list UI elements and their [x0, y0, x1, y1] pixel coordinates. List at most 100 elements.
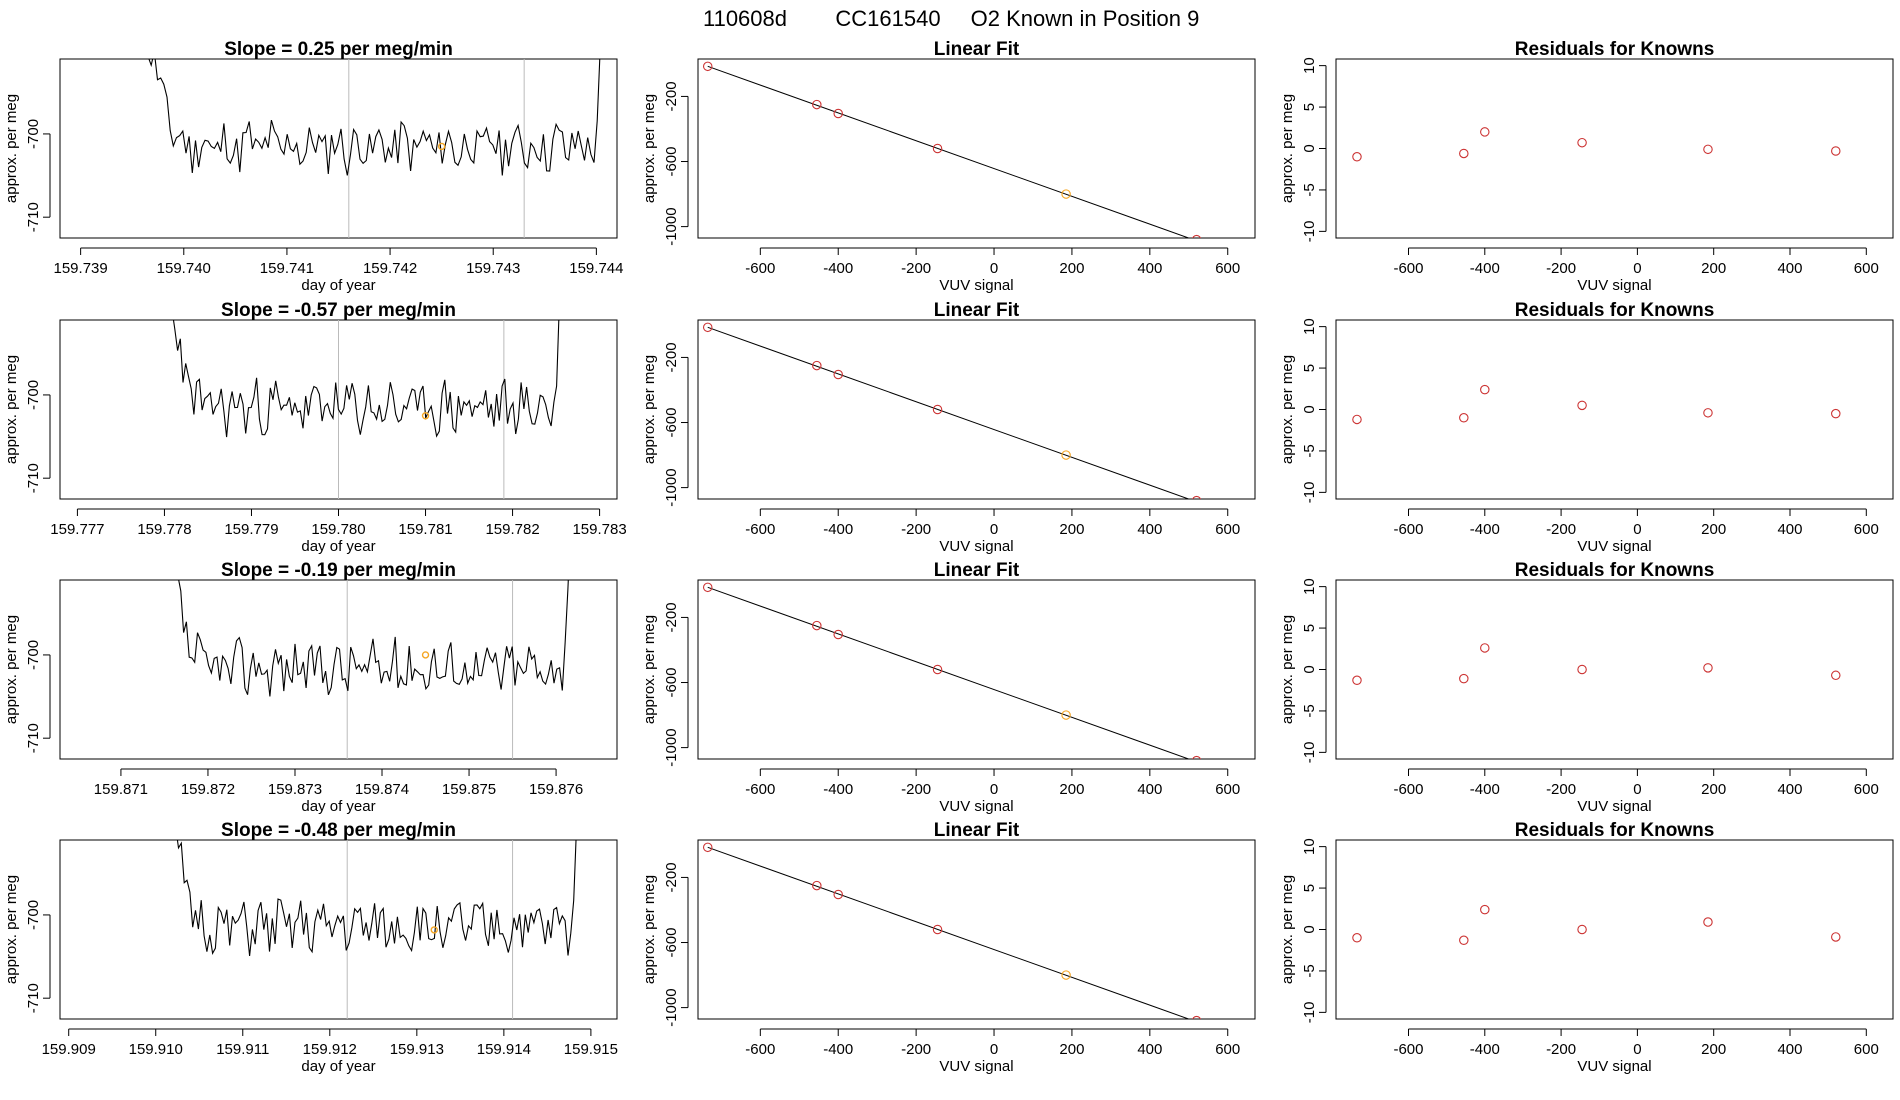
x-axis: 159.739 159.740 159.741 159.742 159.743 159.7… — [54, 247, 623, 277]
x-tick-label: 159.782 — [485, 521, 539, 538]
y-tick-label: -710 — [25, 463, 42, 493]
x-tick-label: 600 — [1854, 1041, 1879, 1058]
data-point — [1459, 148, 1469, 159]
y-tick-label: -5 — [1301, 704, 1318, 717]
plot-frame — [1335, 579, 1894, 760]
x-tick-label: 159.876 — [529, 781, 583, 798]
x-tick-label: 159.911 — [216, 1041, 269, 1058]
panel-title: Residuals for Knowns — [1515, 39, 1715, 60]
x-tick-label: 400 — [1137, 260, 1162, 277]
data-point — [1831, 932, 1841, 942]
x-tick-label: 400 — [1777, 260, 1802, 277]
y-axis-label: approx. per meg — [3, 615, 20, 724]
x-tick-label: 159.909 — [42, 1041, 96, 1058]
data-point — [1480, 384, 1490, 395]
x-tick-label: 0 — [1633, 781, 1641, 798]
panel-title: Linear Fit — [934, 300, 1020, 321]
data-point — [1703, 663, 1713, 673]
x-tick-label: -200 — [1546, 1041, 1576, 1058]
x-tick-label: 400 — [1137, 781, 1162, 798]
fit-line — [707, 65, 1191, 238]
highlight-point — [1061, 189, 1071, 199]
data-point — [1831, 670, 1841, 681]
data-point — [833, 629, 843, 640]
highlight-point — [430, 926, 438, 934]
data-point — [1703, 144, 1713, 155]
y-axis: -10 -5 0 5 10 — [1301, 838, 1327, 1024]
y-axis-label: approx. per meg — [1279, 94, 1296, 203]
x-axis: -600 -400 -200 0 200 400 600 — [745, 1028, 1240, 1058]
x-axis-label: day of year — [301, 798, 375, 815]
y-tick-label: -200 — [663, 81, 680, 111]
data-point — [932, 143, 943, 154]
y-tick-label: 0 — [1301, 405, 1318, 413]
data-point — [1703, 917, 1713, 927]
x-tick-label: 159.741 — [260, 260, 314, 277]
data-series-line — [178, 580, 569, 697]
y-tick-label: -600 — [663, 408, 680, 438]
fit-line — [707, 326, 1191, 499]
x-tick-label: 159.874 — [355, 781, 409, 798]
x-tick-label: 200 — [1701, 521, 1726, 538]
y-axis: -700 -710 — [25, 900, 51, 1013]
x-tick-label: 159.777 — [50, 521, 104, 538]
y-axis-label: approx. per meg — [3, 875, 20, 984]
x-tick-label: -200 — [901, 260, 931, 277]
x-tick-label: 600 — [1215, 1041, 1240, 1058]
x-tick-label: -400 — [823, 1041, 853, 1058]
y-tick-label: -10 — [1301, 221, 1318, 243]
plot-area — [148, 59, 601, 238]
x-tick-label: 200 — [1701, 1041, 1726, 1058]
x-tick-label: -200 — [1546, 521, 1576, 538]
data-point — [932, 664, 943, 675]
x-tick-label: -200 — [1546, 260, 1576, 277]
plot-frame — [1335, 839, 1894, 1020]
y-tick-label: -10 — [1301, 1002, 1318, 1024]
data-point — [833, 889, 843, 900]
y-axis: -10 -5 0 5 10 — [1301, 318, 1327, 504]
x-axis: -600 -400 -200 0 200 400 600 — [745, 508, 1240, 538]
y-tick-label: -5 — [1301, 444, 1318, 457]
plot-area — [176, 840, 577, 1019]
x-tick-label: 0 — [1633, 1041, 1641, 1058]
x-tick-label: -400 — [1470, 521, 1500, 538]
y-axis-label: approx. per meg — [1279, 615, 1296, 724]
data-point — [702, 61, 713, 72]
plot-area — [702, 582, 1202, 759]
data-point — [812, 880, 822, 891]
x-tick-label: -200 — [1546, 781, 1576, 798]
y-tick-label: 5 — [1301, 884, 1318, 892]
y-tick-label: -10 — [1301, 742, 1318, 764]
x-axis: -600 -400 -200 0 200 400 600 — [745, 768, 1240, 798]
plot-area — [1352, 643, 1841, 686]
data-point — [1459, 673, 1469, 684]
data-point — [1192, 1015, 1202, 1019]
y-axis: -200 -600 -1000 — [663, 602, 689, 767]
y-tick-label: 5 — [1301, 624, 1318, 632]
data-point — [1831, 146, 1841, 156]
y-tick-label: 10 — [1301, 57, 1318, 74]
y-tick-label: -1000 — [663, 207, 680, 245]
data-point — [932, 404, 943, 415]
x-axis-label: VUV signal — [1577, 1058, 1651, 1075]
x-axis-label: VUV signal — [939, 1058, 1013, 1075]
x-tick-label: 159.744 — [569, 260, 623, 277]
x-axis-label: VUV signal — [939, 798, 1013, 815]
data-point — [932, 924, 943, 935]
panel-title: Slope = -0.48 per meg/min — [221, 820, 456, 841]
y-axis-label: approx. per meg — [1279, 875, 1296, 984]
plot-frame — [697, 319, 1256, 500]
x-axis: -600 -400 -200 0 200 400 600 — [745, 247, 1240, 277]
x-tick-label: 159.779 — [224, 521, 278, 538]
x-tick-label: -400 — [1470, 260, 1500, 277]
plot-area — [702, 322, 1202, 499]
x-tick-label: 0 — [990, 260, 998, 277]
chart-panel-resid-3: Residuals for Knowns -600 -400 -200 0 200 400 6… — [1279, 560, 1894, 815]
data-point — [1459, 935, 1469, 946]
plot-frame — [59, 579, 618, 760]
y-tick-label: -10 — [1301, 482, 1318, 504]
x-tick-label: 200 — [1059, 521, 1084, 538]
